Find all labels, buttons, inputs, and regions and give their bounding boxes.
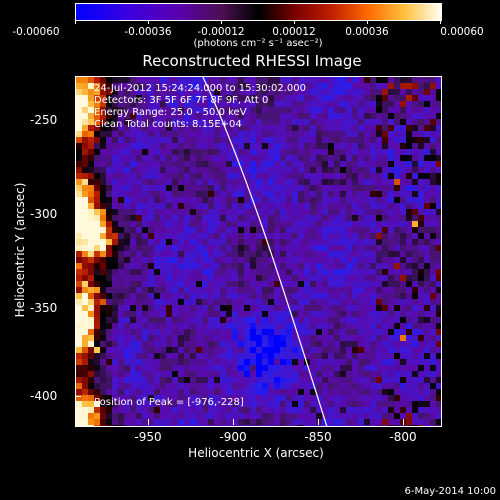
time-range-label: 24-Jul-2012 15:24:24.000 to 15:30:02.000 bbox=[94, 83, 306, 94]
colorbar-label: -0.00012 bbox=[197, 26, 245, 38]
colorbar-tick bbox=[294, 20, 295, 24]
x-tick-label: -950 bbox=[134, 430, 162, 444]
peak-position-label: Position of Peak = [-976,-228] bbox=[94, 397, 244, 408]
y-tick bbox=[75, 214, 81, 215]
x-tick-label: -800 bbox=[389, 430, 417, 444]
x-tick-label: -850 bbox=[304, 430, 332, 444]
x-tick bbox=[233, 419, 234, 425]
y-tick-label: -300 bbox=[30, 207, 58, 221]
colorbar-tick bbox=[440, 20, 441, 24]
colorbar-label: -0.00060 bbox=[12, 26, 60, 38]
x-axis-title: Heliocentric X (arcsec) bbox=[188, 446, 324, 460]
colorbar-label: -0.00036 bbox=[124, 26, 172, 38]
y-tick-label: -250 bbox=[30, 113, 58, 127]
image-title: Reconstructed RHESSI Image bbox=[142, 52, 362, 70]
heatmap-image bbox=[76, 77, 441, 426]
y-tick-label: -350 bbox=[30, 301, 58, 315]
colorbar-label: 0.00060 bbox=[440, 26, 484, 38]
colorbar bbox=[75, 3, 442, 21]
x-tick-label: -900 bbox=[219, 430, 247, 444]
x-tick bbox=[403, 419, 404, 425]
colorbar-tick bbox=[148, 20, 149, 24]
colorbar-label: 0.00036 bbox=[345, 26, 389, 38]
colorbar-tick bbox=[367, 20, 368, 24]
clean-counts-label: Clean Total counts: 8.15E+04 bbox=[94, 119, 242, 130]
y-tick-label: -400 bbox=[30, 389, 58, 403]
y-axis-title: Heliocentric Y (arcsec) bbox=[13, 182, 27, 318]
energy-range-label: Energy Range: 25.0 - 50.0 keV bbox=[94, 107, 247, 118]
y-tick bbox=[75, 120, 81, 121]
detectors-label: Detectors: 3F 5F 6F 7F 8F 9F, Att 0 bbox=[94, 95, 269, 106]
colorbar-unit: (photons cm⁻² s⁻¹ asec⁻²) bbox=[193, 38, 323, 49]
x-tick bbox=[318, 419, 319, 425]
colorbar-tick bbox=[221, 20, 222, 24]
y-tick bbox=[75, 308, 81, 309]
solar-limb-line bbox=[202, 77, 328, 426]
y-tick bbox=[75, 396, 81, 397]
colorbar-tick bbox=[75, 20, 76, 24]
image-plot: 24-Jul-2012 15:24:24.000 to 15:30:02.000… bbox=[75, 76, 442, 427]
colorbar-label: 0.00012 bbox=[272, 26, 316, 38]
footer-date: 6-May-2014 10:00 bbox=[404, 486, 496, 497]
x-tick bbox=[148, 419, 149, 425]
